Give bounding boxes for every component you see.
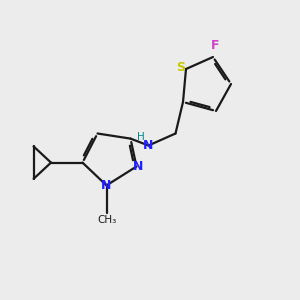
Text: S: S (176, 61, 185, 74)
Text: N: N (101, 179, 112, 192)
Text: N: N (143, 139, 154, 152)
Text: H: H (137, 132, 145, 142)
Text: F: F (211, 39, 220, 52)
Text: N: N (133, 160, 143, 173)
Text: CH₃: CH₃ (97, 215, 116, 225)
